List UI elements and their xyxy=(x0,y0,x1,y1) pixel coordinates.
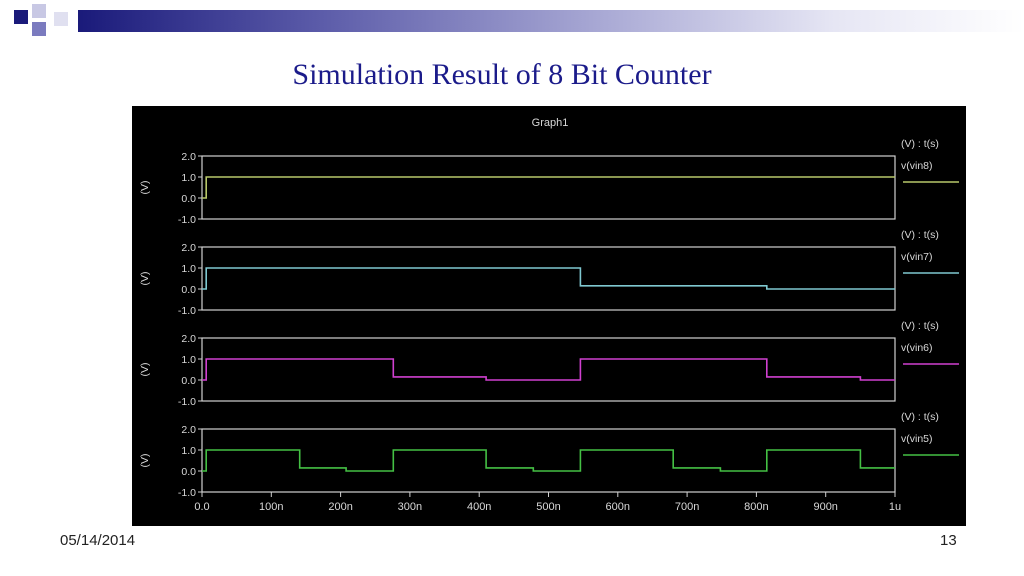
y-tick-label: 0.0 xyxy=(181,375,196,387)
x-tick-label: 500n xyxy=(536,501,560,513)
y-tick-label: 1.0 xyxy=(181,263,196,275)
y-tick-label: 2.0 xyxy=(181,151,196,163)
panel-2: 2.0 1.0 0.0 -1.0 (V) (V) : t(s) v(vin7) xyxy=(139,229,959,317)
y-tick-label: 0.0 xyxy=(181,193,196,205)
logo-square-dark xyxy=(14,10,28,24)
plot-background xyxy=(132,106,966,526)
y-tick-label: 1.0 xyxy=(181,354,196,366)
y-axis-label: (V) xyxy=(139,181,151,195)
chart-title: Graph1 xyxy=(532,117,569,129)
y-axis-label: (V) xyxy=(139,363,151,377)
x-tick-label: 300n xyxy=(398,501,422,513)
banner-gradient-bar xyxy=(78,10,1024,32)
x-axis: 0.0 100n 200n 300n 400n 500n 600n 700n 800n 900n 1… xyxy=(194,492,901,513)
panel-frame xyxy=(201,246,896,311)
series-line-v(vin7) xyxy=(202,267,895,290)
series-name: v(vin7) xyxy=(901,251,933,263)
panel-unit-label: (V) : t(s) xyxy=(901,411,939,423)
series-name: v(vin5) xyxy=(901,433,933,445)
y-tick-label: -1.0 xyxy=(178,305,196,317)
y-tick-label: 1.0 xyxy=(181,172,196,184)
y-tick-label: 1.0 xyxy=(181,445,196,457)
y-tick-label: -1.0 xyxy=(178,396,196,408)
footer-date: 05/14/2014 xyxy=(60,532,136,549)
panel-frame xyxy=(201,337,896,402)
x-tick-label: 100n xyxy=(259,501,283,513)
y-tick-label: 0.0 xyxy=(181,466,196,478)
series-line-v(vin5) xyxy=(202,449,895,472)
panels-group: 2.0 1.0 0.0 -1.0 (V) (V) : t(s) v(vin8) 2.0 1.0 0… xyxy=(139,138,959,499)
x-tick-label: 0.0 xyxy=(194,501,209,513)
y-tick-label: 2.0 xyxy=(181,424,196,436)
logo-square-mid xyxy=(32,22,46,36)
slide-title: Simulation Result of 8 Bit Counter xyxy=(292,58,712,91)
panel-frame xyxy=(201,155,896,220)
x-tick-label: 600n xyxy=(606,501,630,513)
x-tick-label: 1u xyxy=(889,501,901,513)
panel-1: 2.0 1.0 0.0 -1.0 (V) (V) : t(s) v(vin8) xyxy=(139,138,959,226)
title-banner xyxy=(0,0,1024,36)
x-tick-label: 400n xyxy=(467,501,491,513)
panel-3: 2.0 1.0 0.0 -1.0 (V) (V) : t(s) v(vin6) xyxy=(139,320,959,408)
x-tick-label: 200n xyxy=(328,501,352,513)
waveform-graph: Graph1 2.0 1.0 0.0 -1.0 (V) (V) : t(s) v(vin8)… xyxy=(132,106,966,526)
series-name: v(vin6) xyxy=(901,342,933,354)
y-tick-label: -1.0 xyxy=(178,214,196,226)
y-tick-label: 2.0 xyxy=(181,242,196,254)
series-line-v(vin8) xyxy=(202,176,895,199)
y-axis-label: (V) xyxy=(139,454,151,468)
x-tick-label: 900n xyxy=(813,501,837,513)
x-tick-label: 800n xyxy=(744,501,768,513)
page-number: 13 xyxy=(940,532,957,549)
logo-square-light xyxy=(32,4,46,18)
y-tick-label: 2.0 xyxy=(181,333,196,345)
y-tick-label: -1.0 xyxy=(178,487,196,499)
logo-square-pale xyxy=(54,12,68,26)
panel-unit-label: (V) : t(s) xyxy=(901,229,939,241)
y-axis-label: (V) xyxy=(139,272,151,286)
series-line-v(vin6) xyxy=(202,358,895,381)
panel-unit-label: (V) : t(s) xyxy=(901,138,939,150)
panel-unit-label: (V) : t(s) xyxy=(901,320,939,332)
series-name: v(vin8) xyxy=(901,160,933,172)
x-tick-label: 700n xyxy=(675,501,699,513)
y-tick-label: 0.0 xyxy=(181,284,196,296)
